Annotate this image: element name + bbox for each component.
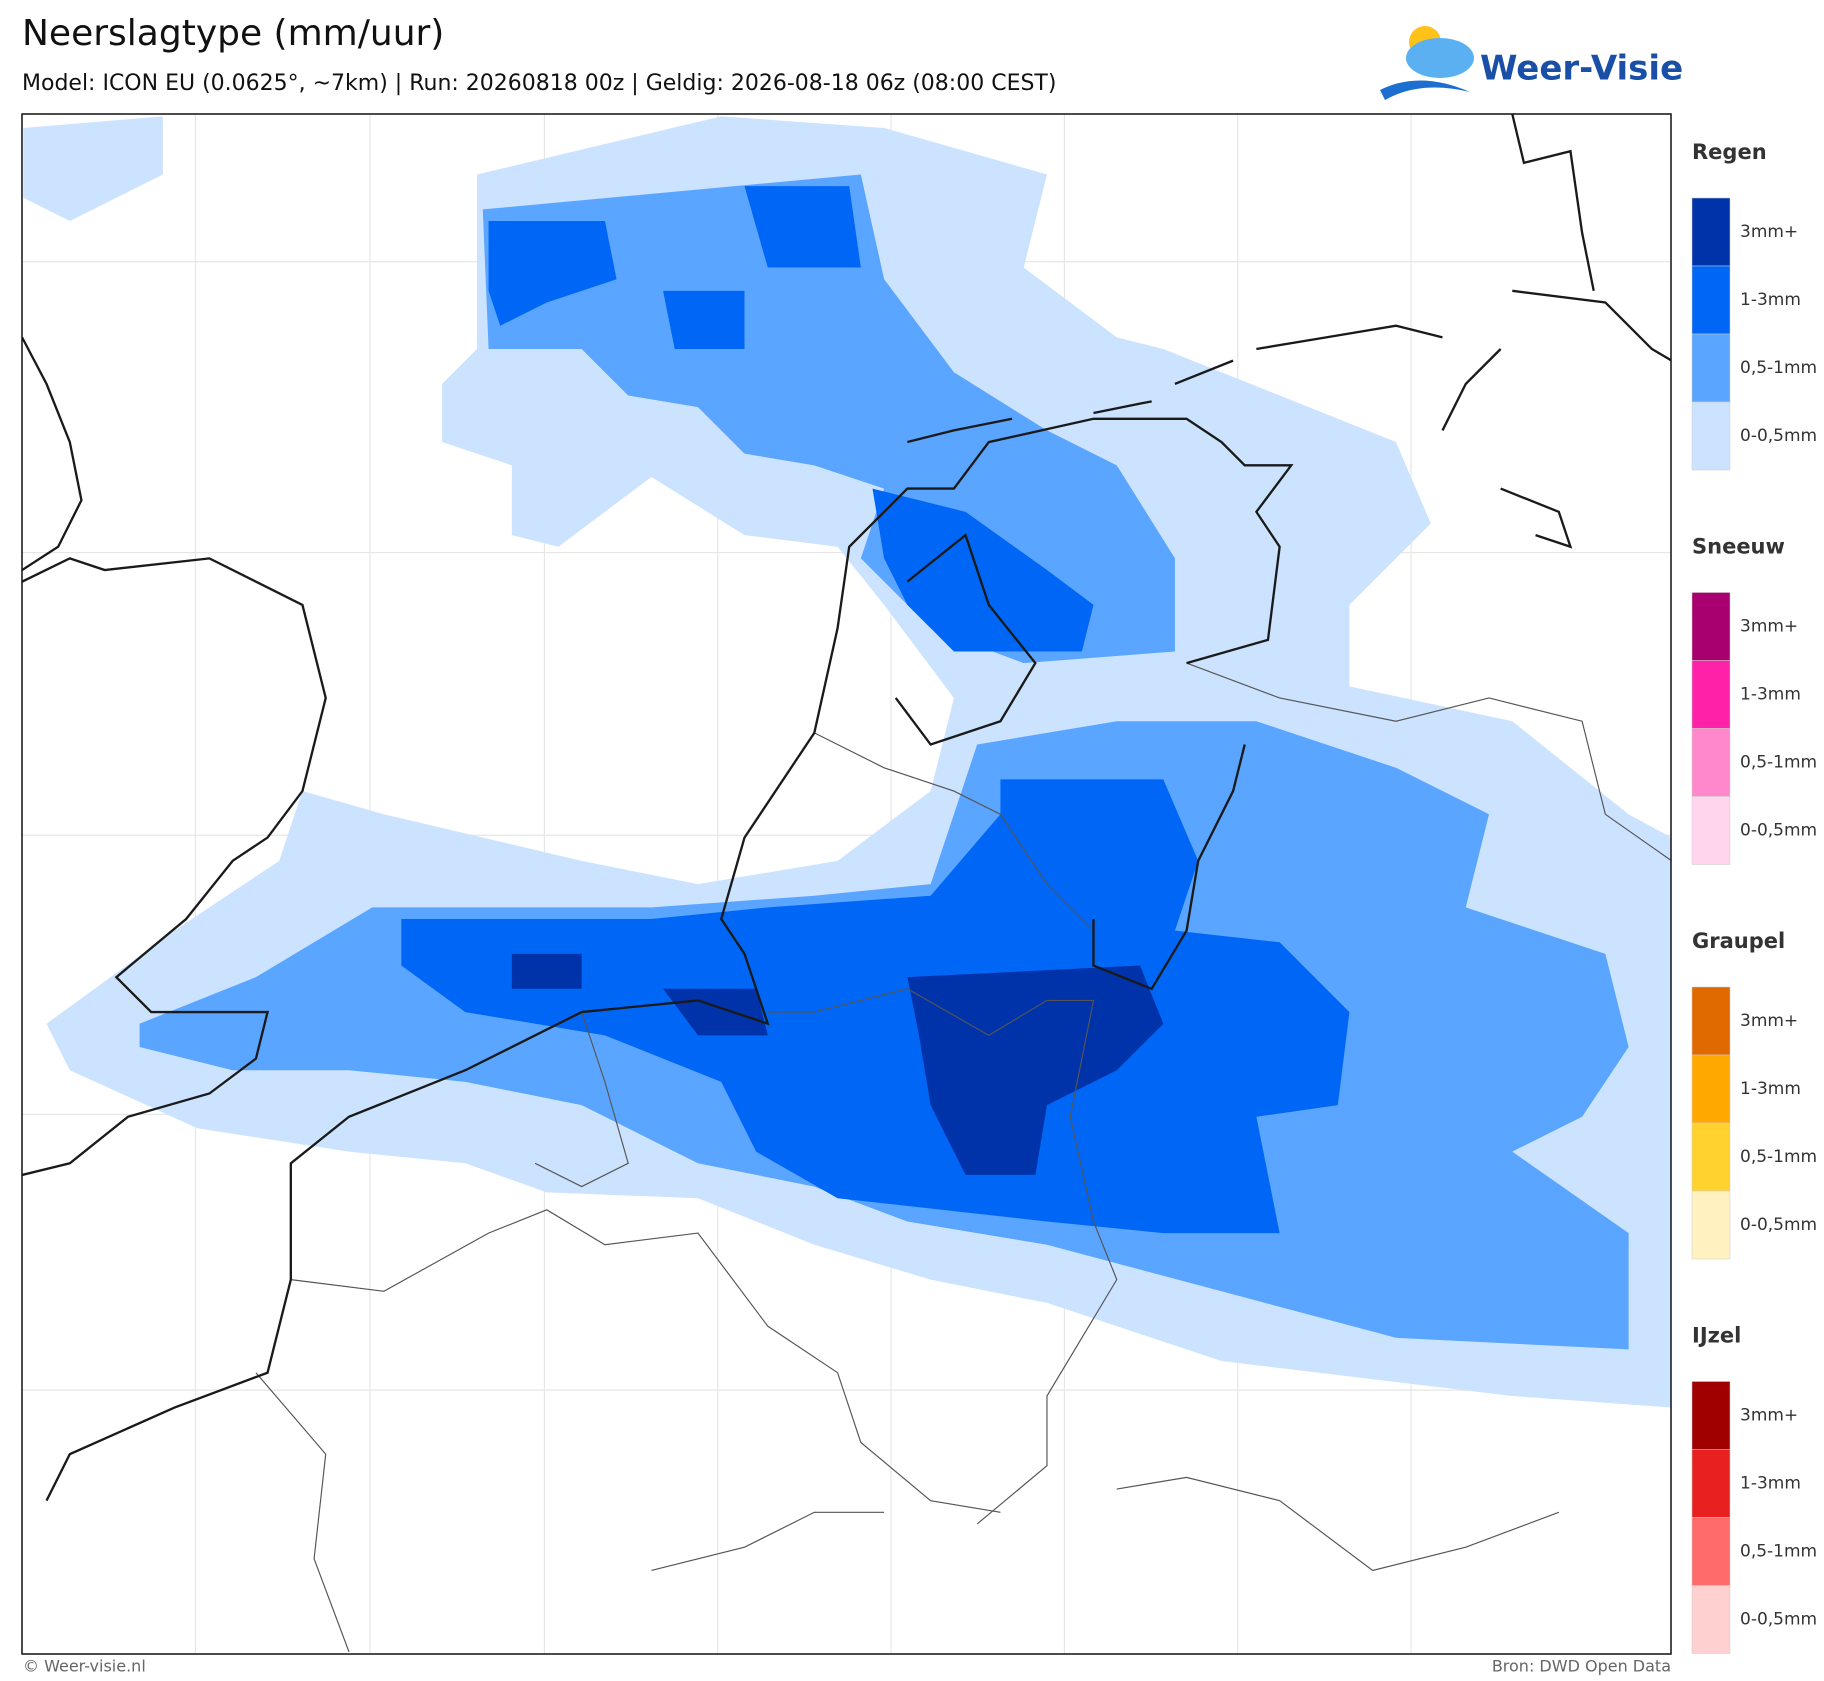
legend-title: Regen — [1692, 140, 1767, 164]
precipitation-area — [744, 186, 861, 268]
logo: Weer-Visie — [1380, 26, 1683, 100]
legend-label: 3mm+ — [1740, 617, 1798, 637]
legend-swatch — [1691, 660, 1731, 729]
legend-swatch — [1691, 728, 1731, 797]
legend-label: 3mm+ — [1740, 222, 1798, 242]
logo-text: Weer-Visie — [1480, 49, 1683, 89]
legend-label: 0,5-1mm — [1740, 1542, 1817, 1562]
legend-label: 0-0,5mm — [1740, 426, 1817, 446]
precipitation-area — [23, 116, 163, 222]
legend-label: 0-0,5mm — [1740, 821, 1817, 841]
legend-label: 0,5-1mm — [1740, 358, 1817, 378]
footer-right: Bron: DWD Open Data — [1492, 1657, 1671, 1676]
legend-swatch — [1691, 1190, 1731, 1260]
coastlines — [22, 114, 1671, 1502]
map — [22, 114, 1671, 1654]
legend-label: 1-3mm — [1740, 1079, 1801, 1099]
precipitation-area — [663, 290, 745, 349]
legend-swatch — [1691, 592, 1731, 661]
legend-swatch — [1691, 1054, 1731, 1124]
legend-label: 1-3mm — [1740, 685, 1801, 705]
legend-swatch — [1691, 265, 1731, 335]
precipitation-area — [401, 779, 1350, 1234]
legend-swatch — [1691, 1381, 1731, 1450]
legend-swatch — [1691, 333, 1731, 403]
legend-label: 1-3mm — [1740, 290, 1801, 310]
precipitation-area — [511, 953, 582, 989]
legend-title: Graupel — [1692, 929, 1785, 953]
legend-swatch — [1691, 796, 1731, 865]
precipitation-area — [488, 221, 617, 326]
legend-swatch — [1691, 1449, 1731, 1518]
legend-label: 0-0,5mm — [1740, 1215, 1817, 1235]
legend: Regen 3mm+ 1-3mm 0,5-1mm 0-0,5mm Sneeuw 3mm+ 1-… — [1691, 140, 1817, 1654]
legend-swatch — [1691, 1585, 1731, 1654]
legend-label: 0,5-1mm — [1740, 1147, 1817, 1167]
legend-title: Sneeuw — [1692, 535, 1785, 559]
legend-label: 0,5-1mm — [1740, 753, 1817, 773]
precipitation — [23, 116, 1671, 1408]
legend-swatch — [1691, 986, 1731, 1056]
precipitation-area — [907, 965, 1164, 1175]
legend-label: 0-0,5mm — [1740, 1610, 1817, 1630]
legend-label: 3mm+ — [1740, 1011, 1798, 1031]
title: Neerslagtype (mm/uur) — [22, 13, 444, 54]
legend-title: IJzel — [1692, 1324, 1741, 1348]
subtitle: Model: ICON EU (0.0625°, ~7km) | Run: 20… — [22, 71, 1056, 96]
legend-label: 3mm+ — [1740, 1406, 1798, 1426]
legend-label: 1-3mm — [1740, 1474, 1801, 1494]
footer-left: © Weer-visie.nl — [23, 1657, 146, 1676]
legend-swatch — [1691, 401, 1731, 471]
legend-swatch — [1691, 197, 1731, 267]
legend-swatch — [1691, 1122, 1731, 1192]
legend-swatch — [1691, 1517, 1731, 1586]
borders — [255, 662, 1671, 1653]
precipitation-area — [872, 488, 1094, 652]
map-frame — [21, 113, 1672, 1655]
